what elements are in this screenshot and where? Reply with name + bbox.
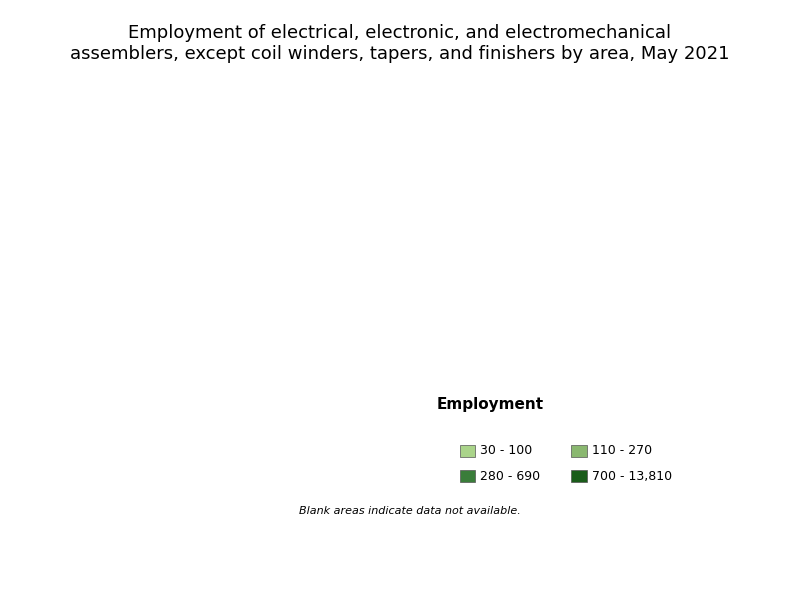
Text: 110 - 270: 110 - 270 bbox=[592, 445, 652, 457]
Text: Employment of electrical, electronic, and electromechanical
assemblers, except c: Employment of electrical, electronic, an… bbox=[70, 24, 730, 63]
FancyBboxPatch shape bbox=[571, 445, 586, 457]
Text: 30 - 100: 30 - 100 bbox=[480, 445, 532, 457]
Text: 280 - 690: 280 - 690 bbox=[480, 470, 540, 483]
FancyBboxPatch shape bbox=[571, 470, 586, 482]
Text: 700 - 13,810: 700 - 13,810 bbox=[592, 470, 672, 483]
Text: Blank areas indicate data not available.: Blank areas indicate data not available. bbox=[299, 506, 521, 515]
FancyBboxPatch shape bbox=[459, 470, 475, 482]
Text: Employment: Employment bbox=[437, 397, 544, 412]
FancyBboxPatch shape bbox=[459, 445, 475, 457]
